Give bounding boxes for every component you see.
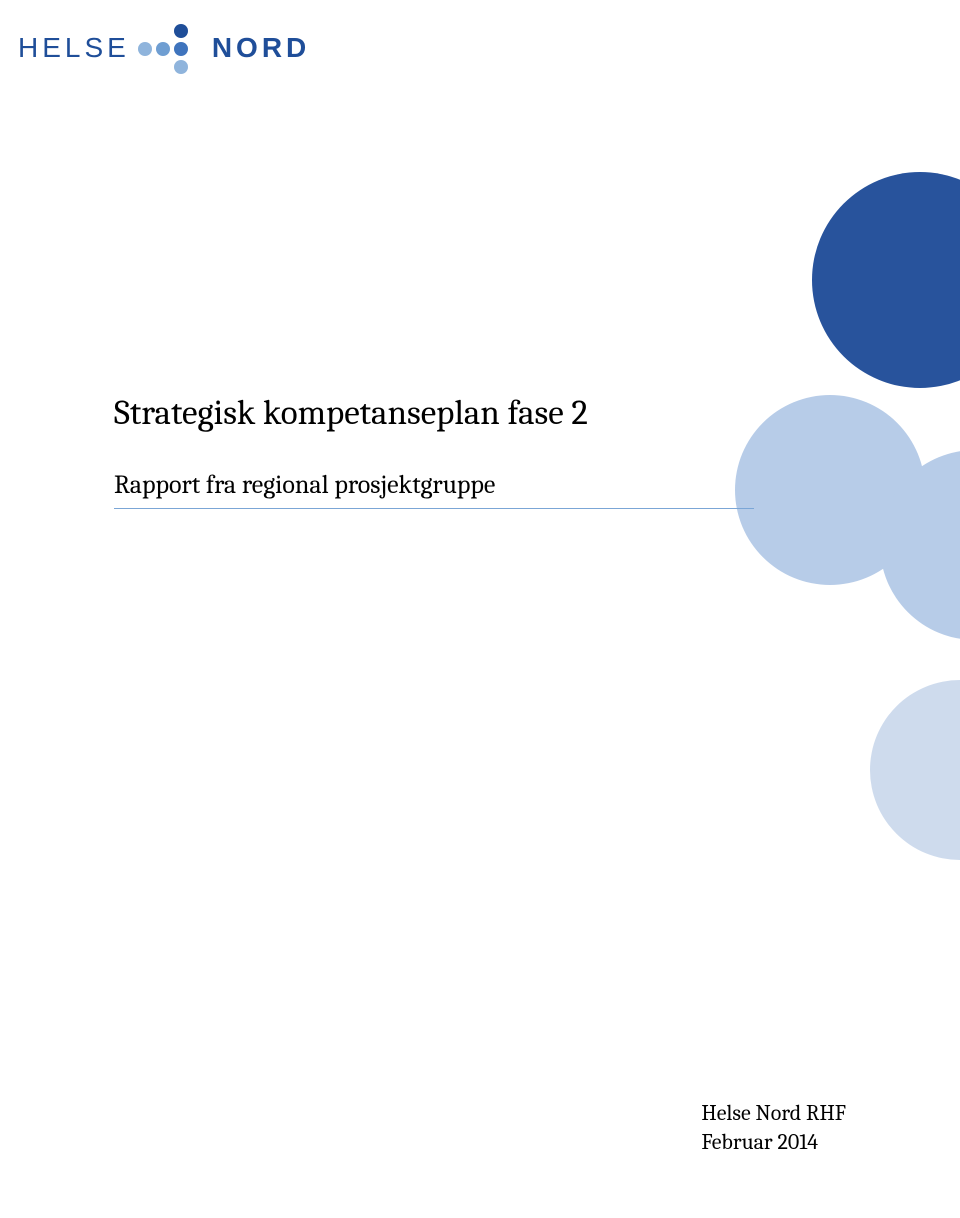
document-page: HELSE NORD Strategisk kompetanseplan fas… <box>0 0 960 1218</box>
logo-dots-icon <box>138 22 204 74</box>
page-subtitle: Rapport fra regional prosjektgruppe <box>114 470 754 506</box>
logo-dot <box>138 42 152 56</box>
footer: Helse Nord RHF Februar 2014 <box>701 1099 846 1158</box>
logo-text-right: NORD <box>212 32 310 64</box>
logo-dot <box>174 24 188 38</box>
page-title: Strategisk kompetanseplan fase 2 <box>114 392 754 434</box>
logo-dot <box>174 42 188 56</box>
footer-org: Helse Nord RHF <box>701 1099 846 1129</box>
logo-dot <box>174 60 188 74</box>
logo-text-left: HELSE <box>18 32 130 64</box>
logo: HELSE NORD <box>18 22 310 74</box>
title-block: Strategisk kompetanseplan fase 2 Rapport… <box>114 392 754 509</box>
title-underline <box>114 508 754 509</box>
deco-circle <box>812 172 960 388</box>
footer-date: Februar 2014 <box>701 1128 846 1158</box>
deco-circle <box>870 680 960 860</box>
logo-dot <box>156 42 170 56</box>
